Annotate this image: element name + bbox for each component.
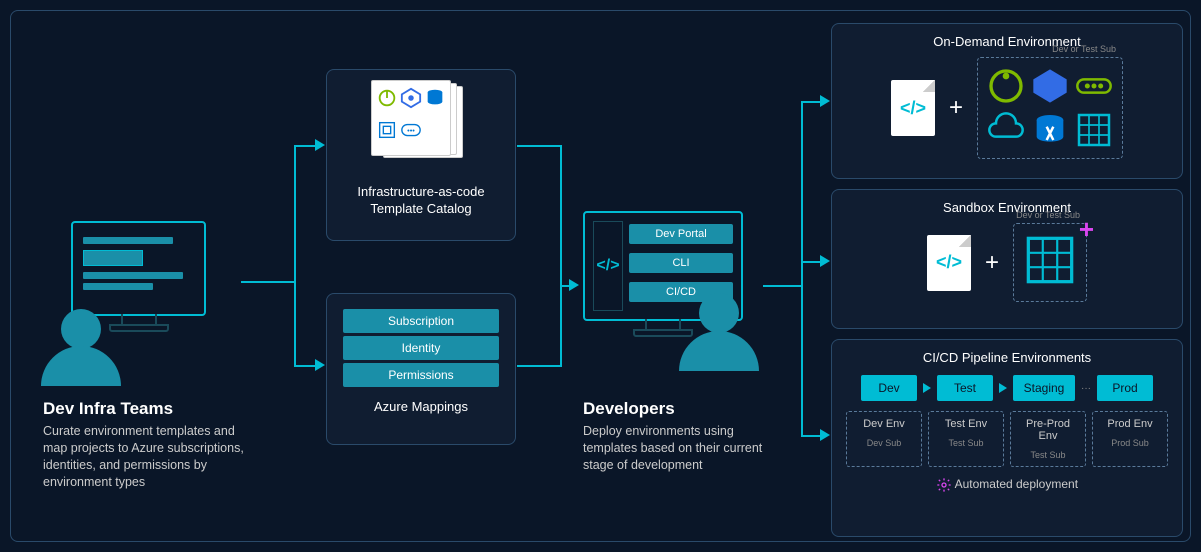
arrow-icon <box>923 383 931 393</box>
arrow <box>315 139 325 151</box>
resource-group: Dev or Test Sub <box>977 57 1123 159</box>
code-doc-icon: </> <box>891 80 935 136</box>
connector <box>294 145 316 147</box>
grid-icon <box>1024 234 1076 286</box>
developers-text: Developers Deploy environments using tem… <box>583 399 783 474</box>
arrow <box>569 279 579 291</box>
code-icon: ••• <box>400 119 422 141</box>
developers-title: Developers <box>583 399 783 419</box>
connector <box>517 365 562 367</box>
sub-label: Dev or Test Sub <box>1016 210 1080 220</box>
dev-infra-desc: Curate environment templates and map pro… <box>43 423 253 491</box>
user-icon <box>679 331 759 371</box>
code-icon: </> <box>596 257 619 275</box>
arrow-icon <box>999 383 1007 393</box>
sandbox-title: Sandbox Environment <box>842 200 1172 215</box>
connector <box>241 281 296 283</box>
devops-icon <box>986 66 1026 106</box>
stage-test: Test <box>937 375 993 401</box>
developers-desc: Deploy environments using templates base… <box>583 423 783 474</box>
auto-deploy-label: Automated deployment <box>955 477 1078 491</box>
connector <box>294 365 316 367</box>
user-icon <box>61 309 101 349</box>
connector <box>560 285 562 367</box>
kubernetes-icon <box>400 87 422 109</box>
ellipsis-icon: ··· <box>1081 383 1091 394</box>
plus-icon: + <box>985 249 999 277</box>
dev-infra-title: Dev Infra Teams <box>43 399 253 419</box>
arrow <box>315 359 325 371</box>
kubernetes-icon <box>1030 66 1070 106</box>
database-icon <box>1030 110 1070 150</box>
on-demand-box: On-Demand Environment </> + Dev or Test … <box>831 23 1183 179</box>
arrow <box>820 429 830 441</box>
arrow <box>820 255 830 267</box>
connector <box>763 285 803 287</box>
env-dev: Dev Env Dev Sub <box>846 411 922 467</box>
architecture-diagram: Dev Infra Teams Curate environment templ… <box>10 10 1191 542</box>
connector <box>560 145 562 285</box>
database-icon <box>424 87 446 109</box>
resource-group: Dev or Test Sub + <box>1013 223 1087 302</box>
connector <box>801 261 821 263</box>
connector <box>801 435 821 437</box>
dev-tool-cli: CLI <box>629 253 733 273</box>
dev-tool-portal: Dev Portal <box>629 224 733 244</box>
pipeline-title: CI/CD Pipeline Environments <box>842 350 1172 365</box>
power-icon <box>376 87 398 109</box>
dev-infra-text: Dev Infra Teams Curate environment templ… <box>43 399 253 491</box>
env-test: Test Env Test Sub <box>928 411 1004 467</box>
on-demand-title: On-Demand Environment <box>842 34 1172 49</box>
stage-staging: Staging <box>1013 375 1075 401</box>
connector <box>517 145 562 147</box>
plus-icon: + <box>949 94 963 122</box>
svg-text:•••: ••• <box>407 126 415 135</box>
pipeline-box: CI/CD Pipeline Environments Dev Test Sta… <box>831 339 1183 537</box>
grid-icon <box>1074 110 1114 150</box>
user-icon <box>41 346 121 386</box>
magenta-plus-icon: + <box>1079 214 1094 245</box>
stage-dev: Dev <box>861 375 917 401</box>
code-doc-icon: </> <box>927 235 971 291</box>
azure-mappings-label: Azure Mappings <box>343 399 499 414</box>
sub-label: Dev or Test Sub <box>1052 44 1116 54</box>
stage-prod: Prod <box>1097 375 1153 401</box>
connector <box>801 101 803 436</box>
mapping-permissions: Permissions <box>343 363 499 387</box>
env-prod: Prod Env Prod Sub <box>1092 411 1168 467</box>
arrow <box>820 95 830 107</box>
iac-label: Infrastructure-as-code Template Catalog <box>337 184 505 218</box>
connector <box>294 145 296 365</box>
more-icon <box>1074 66 1114 106</box>
connector <box>801 101 821 103</box>
iac-catalog-box: ••• Infrastructure-as-code Template Cata… <box>326 69 516 241</box>
mapping-subscription: Subscription <box>343 309 499 333</box>
gear-icon <box>936 477 952 493</box>
doc-stack-icon: ••• <box>371 80 471 170</box>
user-icon <box>699 293 739 333</box>
cloud-icon <box>986 110 1026 150</box>
sandbox-box: Sandbox Environment </> + Dev or Test Su… <box>831 189 1183 329</box>
azure-mappings-box: Subscription Identity Permissions Azure … <box>326 293 516 445</box>
env-preprod: Pre-Prod Env Test Sub <box>1010 411 1086 467</box>
template-icon <box>376 119 398 141</box>
mapping-identity: Identity <box>343 336 499 360</box>
automated-deployment: Automated deployment <box>842 477 1172 493</box>
